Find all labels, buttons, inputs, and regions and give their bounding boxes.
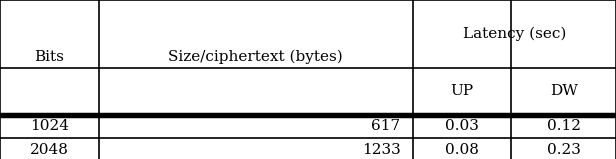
Text: 1024: 1024 <box>30 119 69 133</box>
Text: Bits: Bits <box>34 50 64 64</box>
Text: 0.23: 0.23 <box>547 143 580 157</box>
Text: 0.08: 0.08 <box>445 143 479 157</box>
Text: 617: 617 <box>371 119 400 133</box>
Text: DW: DW <box>549 84 578 98</box>
Text: UP: UP <box>450 84 474 98</box>
Text: 0.12: 0.12 <box>546 119 581 133</box>
Text: 0.03: 0.03 <box>445 119 479 133</box>
Text: Latency (sec): Latency (sec) <box>463 27 566 41</box>
Text: 1233: 1233 <box>362 143 400 157</box>
Text: Size/ciphertext (bytes): Size/ciphertext (bytes) <box>168 50 343 64</box>
Text: 2048: 2048 <box>30 143 69 157</box>
